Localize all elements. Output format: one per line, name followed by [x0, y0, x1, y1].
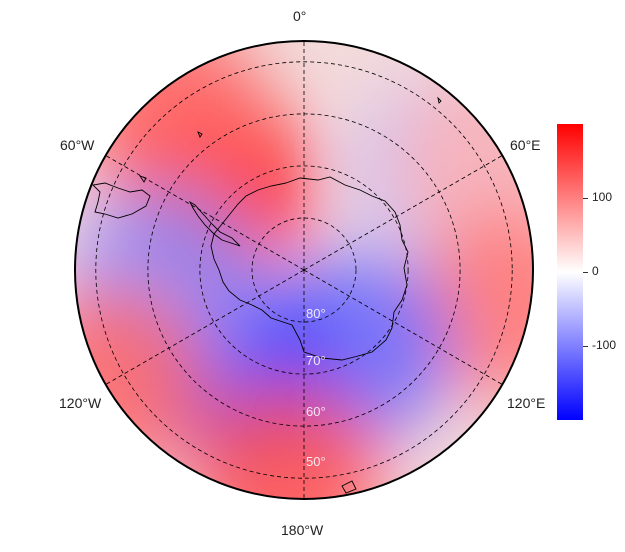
graticule [95, 41, 513, 499]
meridian-line [105, 269, 305, 385]
latitude-circle [199, 165, 409, 375]
antarctica-coastline [92, 96, 442, 494]
lat-label-60: 60° [306, 404, 326, 419]
island-group [138, 96, 442, 494]
lon-label-upper-left: 60°W [60, 137, 95, 153]
meridian-line [105, 155, 305, 271]
antarctic-peninsula [188, 200, 241, 247]
lon-label-bottom: 180°W [281, 522, 324, 538]
coastline-west [210, 182, 301, 341]
lon-label-top: 0° [293, 8, 307, 24]
lon-label-lower-left: 120°W [59, 395, 102, 411]
meridian-line [303, 155, 503, 271]
lon-label-lower-right: 120°E [507, 395, 546, 411]
lat-label-80: 80° [306, 306, 326, 321]
map-outline [74, 40, 534, 500]
lat-label-50: 50° [306, 454, 326, 469]
lon-label-upper-right: 60°E [510, 137, 541, 153]
colorbar [557, 124, 583, 420]
colorbar-tick-minus-100 [583, 346, 588, 347]
colorbar-label-100: 100 [592, 190, 613, 204]
colorbar-tick-100 [583, 198, 588, 199]
lat-label-70: 70° [306, 353, 326, 368]
latitude-circle [95, 61, 513, 479]
colorbar-label-0: 0 [592, 264, 599, 278]
coastline-east [285, 176, 409, 361]
colorbar-tick-0 [583, 272, 588, 273]
south-america-tip [92, 182, 151, 219]
latitude-circle [251, 217, 357, 323]
colorbar-label-minus-100: -100 [592, 338, 617, 352]
meridian-line [303, 269, 503, 385]
